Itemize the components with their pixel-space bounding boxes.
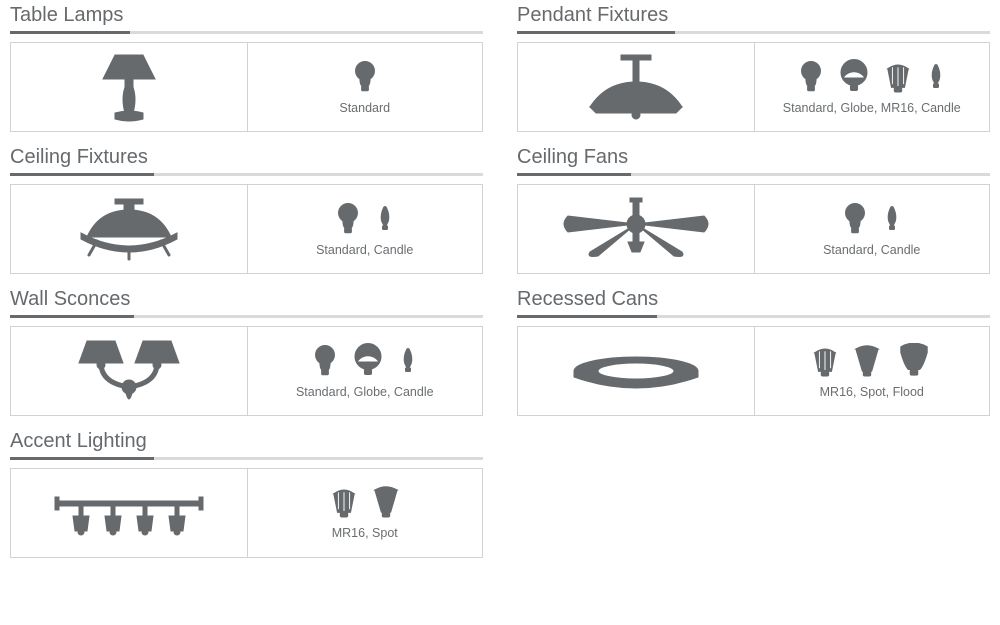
section-ceiling-fixtures: Ceiling Fixtures Standard, Candle bbox=[10, 146, 483, 274]
candle-bulb-icon bbox=[375, 201, 395, 237]
fixture-card: Standard, Candle bbox=[517, 184, 990, 274]
section-pendant-fixtures: Pendant Fixtures Standard, Globe, MR16, … bbox=[517, 4, 990, 132]
bulb-icons-row bbox=[842, 201, 902, 237]
standard-bulb-icon bbox=[798, 59, 824, 95]
bulb-types-cell: Standard, Globe, MR16, Candle bbox=[754, 42, 991, 132]
title-rule bbox=[10, 173, 483, 176]
spot-bulb-icon bbox=[372, 486, 400, 520]
ceiling-fixture-icon bbox=[59, 193, 199, 265]
bulb-types-label: Standard, Globe, Candle bbox=[296, 385, 434, 399]
title-rule bbox=[517, 31, 990, 34]
standard-bulb-icon bbox=[842, 201, 868, 237]
bulb-types-label: MR16, Spot, Flood bbox=[820, 385, 924, 399]
flood-bulb-icon bbox=[895, 343, 933, 379]
bulb-icons-row bbox=[335, 201, 395, 237]
mr16-bulb-icon bbox=[811, 347, 839, 379]
ceiling-fan-icon bbox=[556, 194, 716, 264]
bulb-types-label: Standard, Globe, MR16, Candle bbox=[783, 101, 961, 115]
title-rule bbox=[10, 457, 483, 460]
section-title: Recessed Cans bbox=[517, 288, 990, 311]
bulb-types-label: Standard bbox=[339, 101, 390, 115]
bulb-types-label: Standard, Candle bbox=[823, 243, 920, 257]
bulb-types-cell: Standard, Globe, Candle bbox=[247, 326, 484, 416]
bulb-types-cell: Standard, Candle bbox=[754, 184, 991, 274]
bulb-types-cell: Standard, Candle bbox=[247, 184, 484, 274]
candle-bulb-icon bbox=[398, 343, 418, 379]
title-rule bbox=[517, 315, 990, 318]
fixture-icon-cell bbox=[517, 42, 754, 132]
bulb-icons-row bbox=[798, 59, 946, 95]
bulb-types-label: MR16, Spot bbox=[332, 526, 398, 540]
standard-bulb-icon bbox=[352, 59, 378, 95]
candle-bulb-icon bbox=[926, 59, 946, 95]
fixture-icon-cell bbox=[10, 184, 247, 274]
title-rule bbox=[10, 315, 483, 318]
section-wall-sconces: Wall Sconces Standard, Globe, Candle bbox=[10, 288, 483, 416]
bulb-types-label: Standard, Candle bbox=[316, 243, 413, 257]
pendant-icon bbox=[566, 51, 706, 123]
standard-bulb-icon bbox=[335, 201, 361, 237]
section-accent-lighting: Accent Lighting MR16, Spot bbox=[10, 430, 483, 558]
section-title: Pendant Fixtures bbox=[517, 4, 990, 27]
fixture-card: MR16, Spot, Flood bbox=[517, 326, 990, 416]
fixture-icon-cell bbox=[517, 326, 754, 416]
spot-bulb-icon bbox=[853, 345, 881, 379]
section-table-lamps: Table Lamps Standard bbox=[10, 4, 483, 132]
recessed-can-icon bbox=[561, 347, 711, 395]
table-lamp-icon bbox=[85, 49, 173, 125]
section-title: Table Lamps bbox=[10, 4, 483, 27]
fixture-card: Standard bbox=[10, 42, 483, 132]
globe-bulb-icon bbox=[838, 59, 870, 95]
fixture-grid: Table Lamps Standard Pendant Fixtures St… bbox=[10, 4, 990, 558]
bulb-types-cell: MR16, Spot, Flood bbox=[754, 326, 991, 416]
bulb-icons-row bbox=[811, 343, 933, 379]
title-rule bbox=[517, 173, 990, 176]
section-title: Wall Sconces bbox=[10, 288, 483, 311]
fixture-card: Standard, Globe, Candle bbox=[10, 326, 483, 416]
fixture-card: MR16, Spot bbox=[10, 468, 483, 558]
fixture-icon-cell bbox=[10, 42, 247, 132]
section-title: Accent Lighting bbox=[10, 430, 483, 453]
globe-bulb-icon bbox=[352, 343, 384, 379]
bulb-icons-row bbox=[330, 486, 400, 520]
bulb-icons-row bbox=[352, 59, 378, 95]
section-title: Ceiling Fans bbox=[517, 146, 990, 169]
fixture-card: Standard, Globe, MR16, Candle bbox=[517, 42, 990, 132]
title-rule bbox=[10, 31, 483, 34]
fixture-card: Standard, Candle bbox=[10, 184, 483, 274]
fixture-icon-cell bbox=[10, 326, 247, 416]
candle-bulb-icon bbox=[882, 201, 902, 237]
section-ceiling-fans: Ceiling Fans Standard, Candle bbox=[517, 146, 990, 274]
bulb-icons-row bbox=[312, 343, 418, 379]
fixture-icon-cell bbox=[517, 184, 754, 274]
track-light-icon bbox=[49, 483, 209, 543]
section-recessed-cans: Recessed Cans MR16, Spot, Flood bbox=[517, 288, 990, 416]
bulb-types-cell: MR16, Spot bbox=[247, 468, 484, 558]
fixture-icon-cell bbox=[10, 468, 247, 558]
standard-bulb-icon bbox=[312, 343, 338, 379]
wall-sconce-icon bbox=[69, 333, 189, 409]
mr16-bulb-icon bbox=[884, 63, 912, 95]
bulb-types-cell: Standard bbox=[247, 42, 484, 132]
mr16-bulb-icon bbox=[330, 488, 358, 520]
section-title: Ceiling Fixtures bbox=[10, 146, 483, 169]
